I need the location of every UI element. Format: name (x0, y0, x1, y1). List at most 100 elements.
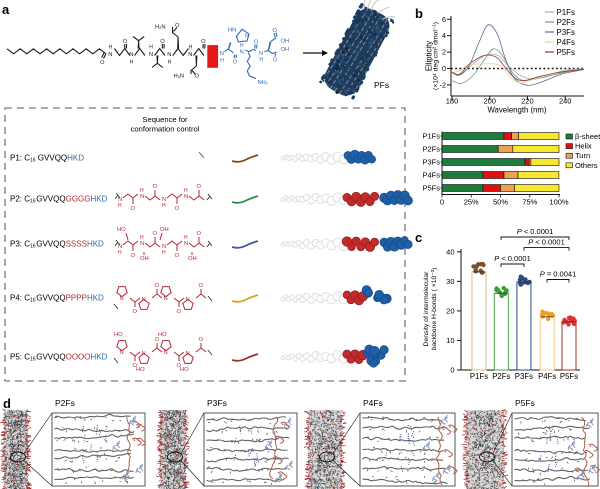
svg-text:H: H (130, 60, 134, 66)
svg-text:Density of intermolecular: Density of intermolecular (423, 271, 430, 347)
svg-text:P4Fs: P4Fs (363, 398, 383, 408)
svg-text:200: 200 (483, 97, 496, 106)
svg-text:N: N (129, 52, 133, 58)
svg-text:P < 0.0001: P < 0.0001 (517, 227, 554, 236)
svg-text:Sequence for: Sequence for (142, 115, 188, 124)
svg-text:b: b (415, 6, 423, 21)
svg-text:N: N (164, 350, 168, 356)
svg-text:40: 40 (446, 247, 454, 256)
svg-text:N: N (140, 194, 144, 200)
svg-text:H: H (140, 235, 144, 241)
svg-text:2: 2 (442, 48, 446, 57)
svg-text:P2: C16 GVVQQGGGGHKD: P2: C16 GVVQQGGGGHKD (10, 195, 108, 205)
svg-text:P3Fs: P3Fs (515, 372, 533, 381)
svg-text:O: O (273, 58, 278, 64)
svg-text:O: O (131, 253, 136, 259)
svg-text:HN: HN (228, 28, 236, 34)
svg-text:PFs: PFs (374, 80, 389, 90)
svg-text:N: N (162, 244, 166, 250)
svg-text:Turn: Turn (575, 151, 590, 160)
svg-text:P5: C16 GVVQQOOOOHKD: P5: C16 GVVQQOOOOHKD (10, 353, 108, 363)
svg-text:HO: HO (117, 227, 126, 233)
svg-text:H: H (149, 45, 153, 51)
svg-text:P5Fs: P5Fs (515, 398, 535, 408)
svg-text:P2Fs: P2Fs (492, 372, 510, 381)
svg-text:N: N (140, 241, 144, 247)
svg-text:P3Fs: P3Fs (422, 158, 440, 167)
svg-text:-2: -2 (440, 80, 446, 89)
svg-text:O: O (195, 74, 200, 80)
svg-text:N: N (120, 350, 124, 356)
svg-text:O: O (100, 60, 105, 66)
svg-text:Wavelength (nm): Wavelength (nm) (487, 106, 546, 115)
svg-text:O: O (177, 309, 182, 315)
svg-text:H: H (240, 43, 244, 49)
svg-text:HO: HO (180, 367, 189, 373)
svg-text:H: H (118, 250, 122, 256)
svg-text:P = 0.0041: P = 0.0041 (540, 269, 577, 278)
svg-text:0: 0 (440, 198, 444, 207)
svg-text:N: N (184, 194, 188, 200)
svg-text:O: O (160, 39, 165, 45)
svg-text:(×10⁴ deg cm² dmol⁻¹): (×10⁴ deg cm² dmol⁻¹) (433, 22, 440, 90)
svg-text:N: N (149, 52, 153, 58)
svg-text:Ellipticity: Ellipticity (425, 41, 434, 71)
svg-text:P4: C16 GVVQQPPPPHKD: P4: C16 GVVQQPPPPHKD (10, 294, 104, 304)
svg-text:P2Fs: P2Fs (55, 398, 75, 408)
svg-text:N: N (118, 197, 122, 203)
svg-text:P5Fs: P5Fs (560, 372, 578, 381)
svg-text:O: O (175, 206, 180, 212)
svg-text:20: 20 (446, 306, 454, 315)
svg-text:P4Fs: P4Fs (557, 38, 575, 47)
svg-text:H: H (109, 45, 113, 51)
svg-text:0: 0 (442, 64, 446, 73)
svg-text:O: O (133, 363, 138, 369)
svg-text:Others: Others (575, 161, 598, 170)
svg-text:O: O (155, 283, 160, 289)
svg-text:OH: OH (281, 47, 290, 53)
svg-text:N: N (259, 51, 263, 57)
svg-text:O: O (175, 253, 180, 259)
svg-text:6: 6 (442, 15, 446, 24)
svg-text:N: N (120, 296, 124, 302)
svg-text:O: O (233, 60, 238, 66)
svg-text:O: O (254, 40, 259, 46)
svg-text:NH₂: NH₂ (258, 80, 269, 86)
svg-text:O: O (177, 363, 182, 369)
svg-text:O: O (133, 309, 138, 315)
svg-text:N: N (186, 351, 190, 357)
svg-text:H: H (168, 60, 172, 66)
svg-text:P3Fs: P3Fs (557, 28, 575, 37)
svg-text:P3: C16 GVVQQSSSSHKD: P3: C16 GVVQQSSSSHKD (10, 240, 104, 250)
svg-text:220: 220 (521, 97, 534, 106)
svg-text:a: a (2, 2, 10, 17)
svg-text:HO: HO (158, 332, 167, 338)
svg-text:H: H (162, 250, 166, 256)
svg-text:4: 4 (442, 31, 446, 40)
svg-text:P3Fs: P3Fs (207, 398, 227, 408)
svg-text:N: N (108, 52, 112, 58)
svg-text:H: H (189, 45, 193, 51)
svg-text:P2Fs: P2Fs (557, 18, 575, 27)
svg-text:N: N (240, 50, 244, 56)
svg-text:O: O (153, 231, 158, 237)
svg-text:P2Fs: P2Fs (422, 145, 440, 154)
svg-text:O: O (272, 28, 277, 34)
svg-text:N: N (186, 297, 190, 303)
svg-text:10: 10 (446, 336, 454, 345)
svg-text:HO: HO (114, 332, 123, 338)
svg-text:OH: OH (188, 256, 197, 262)
svg-text:75%: 75% (522, 198, 537, 207)
svg-text:N: N (245, 34, 249, 40)
svg-text:H₂N: H₂N (174, 74, 185, 80)
svg-text:OH: OH (160, 227, 169, 233)
svg-text:O: O (131, 206, 136, 212)
svg-text:β-sheet: β-sheet (575, 132, 600, 141)
svg-text:O: O (197, 231, 202, 237)
svg-text:HO: HO (136, 367, 145, 373)
svg-text:0: 0 (450, 366, 454, 375)
svg-text:O: O (153, 184, 158, 190)
svg-text:N: N (142, 351, 146, 357)
svg-text:P < 0.0001: P < 0.0001 (528, 237, 565, 246)
svg-text:N: N (142, 297, 146, 303)
